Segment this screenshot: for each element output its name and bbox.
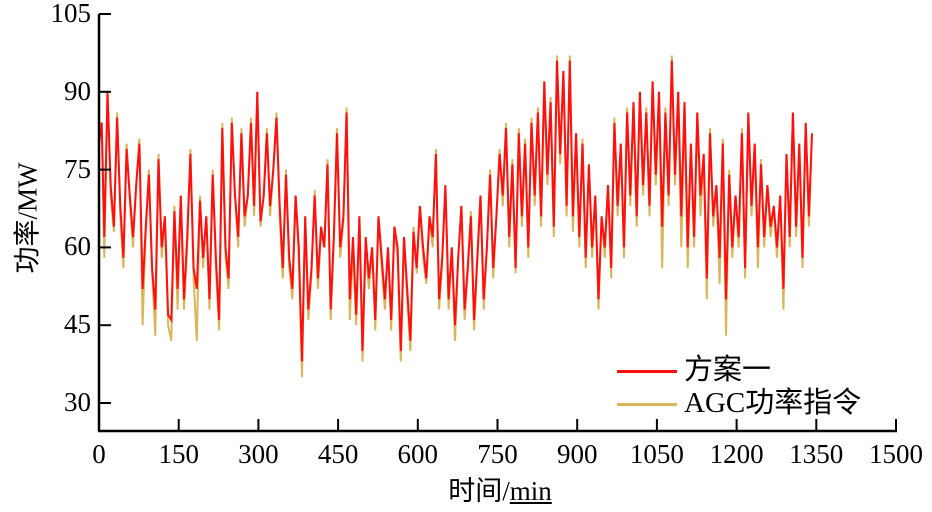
x-tick-label: 150 bbox=[158, 439, 199, 469]
y-axis-label: 功率/MW bbox=[12, 162, 43, 274]
x-tick-label: 1050 bbox=[629, 439, 684, 469]
y-tick-label: 60 bbox=[64, 231, 91, 262]
x-tick-label: 0 bbox=[92, 439, 106, 469]
y-tick-label: 45 bbox=[64, 309, 91, 340]
x-axis-label-unit: min bbox=[509, 476, 552, 506]
plot-area bbox=[98, 55, 813, 378]
x-tick-label: 900 bbox=[556, 439, 598, 469]
legend-swatch-agc bbox=[617, 403, 677, 406]
y-tick-label: 90 bbox=[64, 75, 91, 106]
legend-label-agc: AGC功率指令 bbox=[684, 387, 862, 419]
legend-swatch-scheme1 bbox=[617, 370, 677, 373]
x-ticks bbox=[177, 419, 897, 431]
y-tick-label: 30 bbox=[64, 387, 91, 417]
x-axis-label-main: 时间/ bbox=[448, 476, 510, 506]
x-tick-label: 300 bbox=[238, 439, 279, 469]
x-tick-label: 1350 bbox=[789, 439, 844, 469]
y-ticks bbox=[99, 13, 111, 404]
x-tick-label: 1200 bbox=[709, 439, 764, 469]
x-tick-label: 750 bbox=[477, 439, 518, 469]
y-tick-label: 105 bbox=[50, 0, 92, 28]
x-tick-label: 600 bbox=[397, 439, 439, 469]
y-tick-label: 75 bbox=[64, 153, 91, 184]
legend-label-scheme1: 方案一 bbox=[684, 354, 772, 386]
axes bbox=[97, 14, 897, 433]
x-tick-label: 1500 bbox=[869, 439, 923, 469]
x-tick-label: 450 bbox=[317, 439, 359, 469]
series-scheme1-line bbox=[98, 60, 813, 362]
x-axis-label: 时间/min bbox=[400, 478, 600, 505]
